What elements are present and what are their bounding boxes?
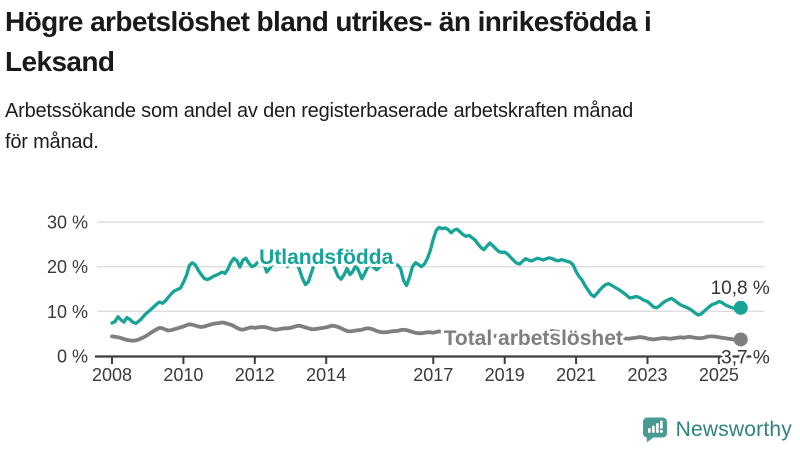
x-axis-label: 2014 [306,365,346,385]
chart-subtitle: Arbetssökande som andel av den registerb… [5,96,795,158]
y-axis-label: 0 % [57,347,88,367]
series-label-0: Total arbetslöshet [444,327,623,350]
y-axis-label: 20 % [47,257,88,277]
series-end-value-1: 10,8 % [711,278,770,299]
newsworthy-wordmark: Newsworthy [675,418,792,441]
newsworthy-logo[interactable]: Newsworthy [641,416,792,444]
x-axis-label: 2012 [235,365,275,385]
x-axis-label: 2025 [699,365,739,385]
x-axis-label: 2021 [556,365,596,385]
x-axis-label: 2017 [413,365,453,385]
y-axis-label: 10 % [47,302,88,322]
y-axis-label: 30 % [47,213,88,233]
x-axis-label: 2010 [163,365,203,385]
subtitle-line-1: Arbetssökande som andel av den registerb… [5,99,634,122]
x-axis-label: 2008 [92,365,132,385]
series-end-dot-0 [733,332,748,347]
series-label-1: Utlandsfödda [259,246,393,269]
title-line-2: Leksand [5,45,115,77]
series-line-1 [110,225,739,326]
x-axis-label: 2023 [627,365,667,385]
chart-header: Högre arbetslöshet bland utrikes- än inr… [5,2,795,158]
newsworthy-logo-icon [642,417,667,443]
x-axis-label: 2019 [485,365,525,385]
series-end-dot-1 [733,300,748,315]
series-line-0 [110,320,739,343]
series-end-value-0: 3,7 % [721,347,770,368]
page-title: Högre arbetslöshet bland utrikes- än inr… [5,2,795,82]
subtitle-line-2: för månad. [5,130,99,153]
title-line-1: Högre arbetslöshet bland utrikes- än inr… [5,6,652,37]
